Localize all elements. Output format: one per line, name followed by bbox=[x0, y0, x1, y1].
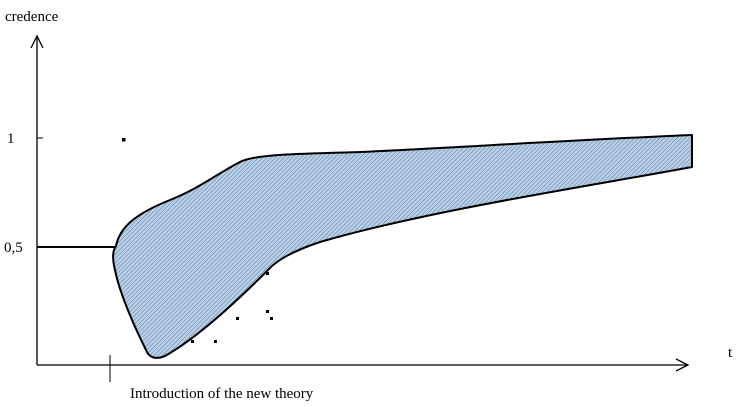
scatter-dot bbox=[122, 138, 126, 142]
x-axis-arrowhead bbox=[675, 358, 690, 372]
credence-band bbox=[112, 134, 693, 359]
y-tick-label-1: 1 bbox=[7, 131, 15, 147]
scatter-dot bbox=[270, 317, 273, 320]
scatter-dot bbox=[191, 340, 194, 343]
introduction-annotation: Introduction of the new theory bbox=[130, 386, 314, 402]
y-axis-label: credence bbox=[5, 9, 59, 25]
y-axis-arrowhead bbox=[30, 34, 44, 49]
scatter-dot bbox=[236, 317, 239, 320]
y-tick-label-0-5: 0,5 bbox=[4, 240, 23, 256]
scatter-dot bbox=[214, 340, 217, 343]
scatter-dot bbox=[266, 272, 269, 275]
x-axis-label: t bbox=[728, 345, 733, 361]
scatter-dot bbox=[266, 310, 269, 313]
